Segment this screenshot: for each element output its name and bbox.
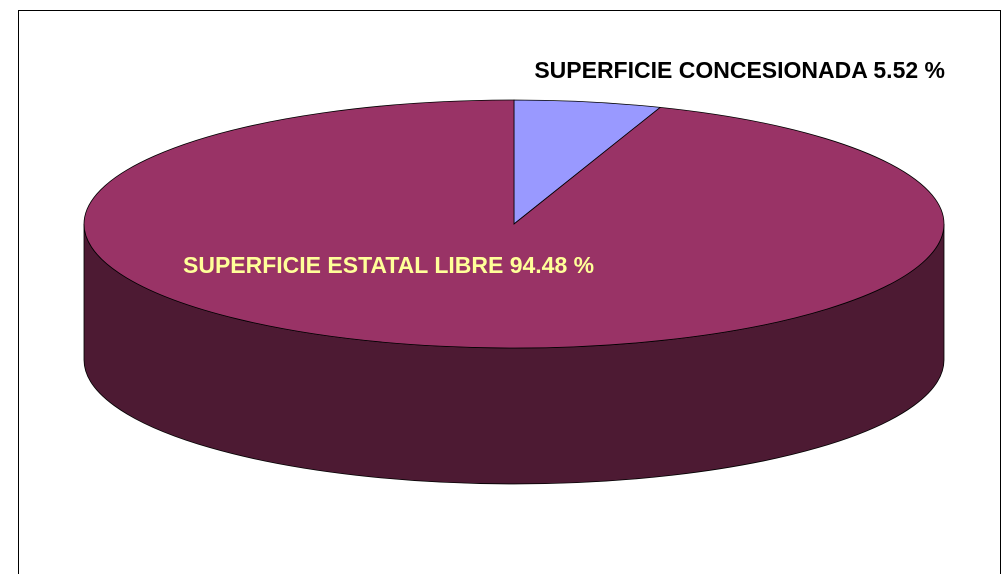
pie-slice	[513, 99, 662, 225]
data-label: SUPERFICIE CONCESIONADA 5.52 %	[534, 57, 945, 83]
pie-slice	[83, 99, 945, 349]
data-label: SUPERFICIE ESTATAL LIBRE 94.48 %	[183, 252, 594, 278]
